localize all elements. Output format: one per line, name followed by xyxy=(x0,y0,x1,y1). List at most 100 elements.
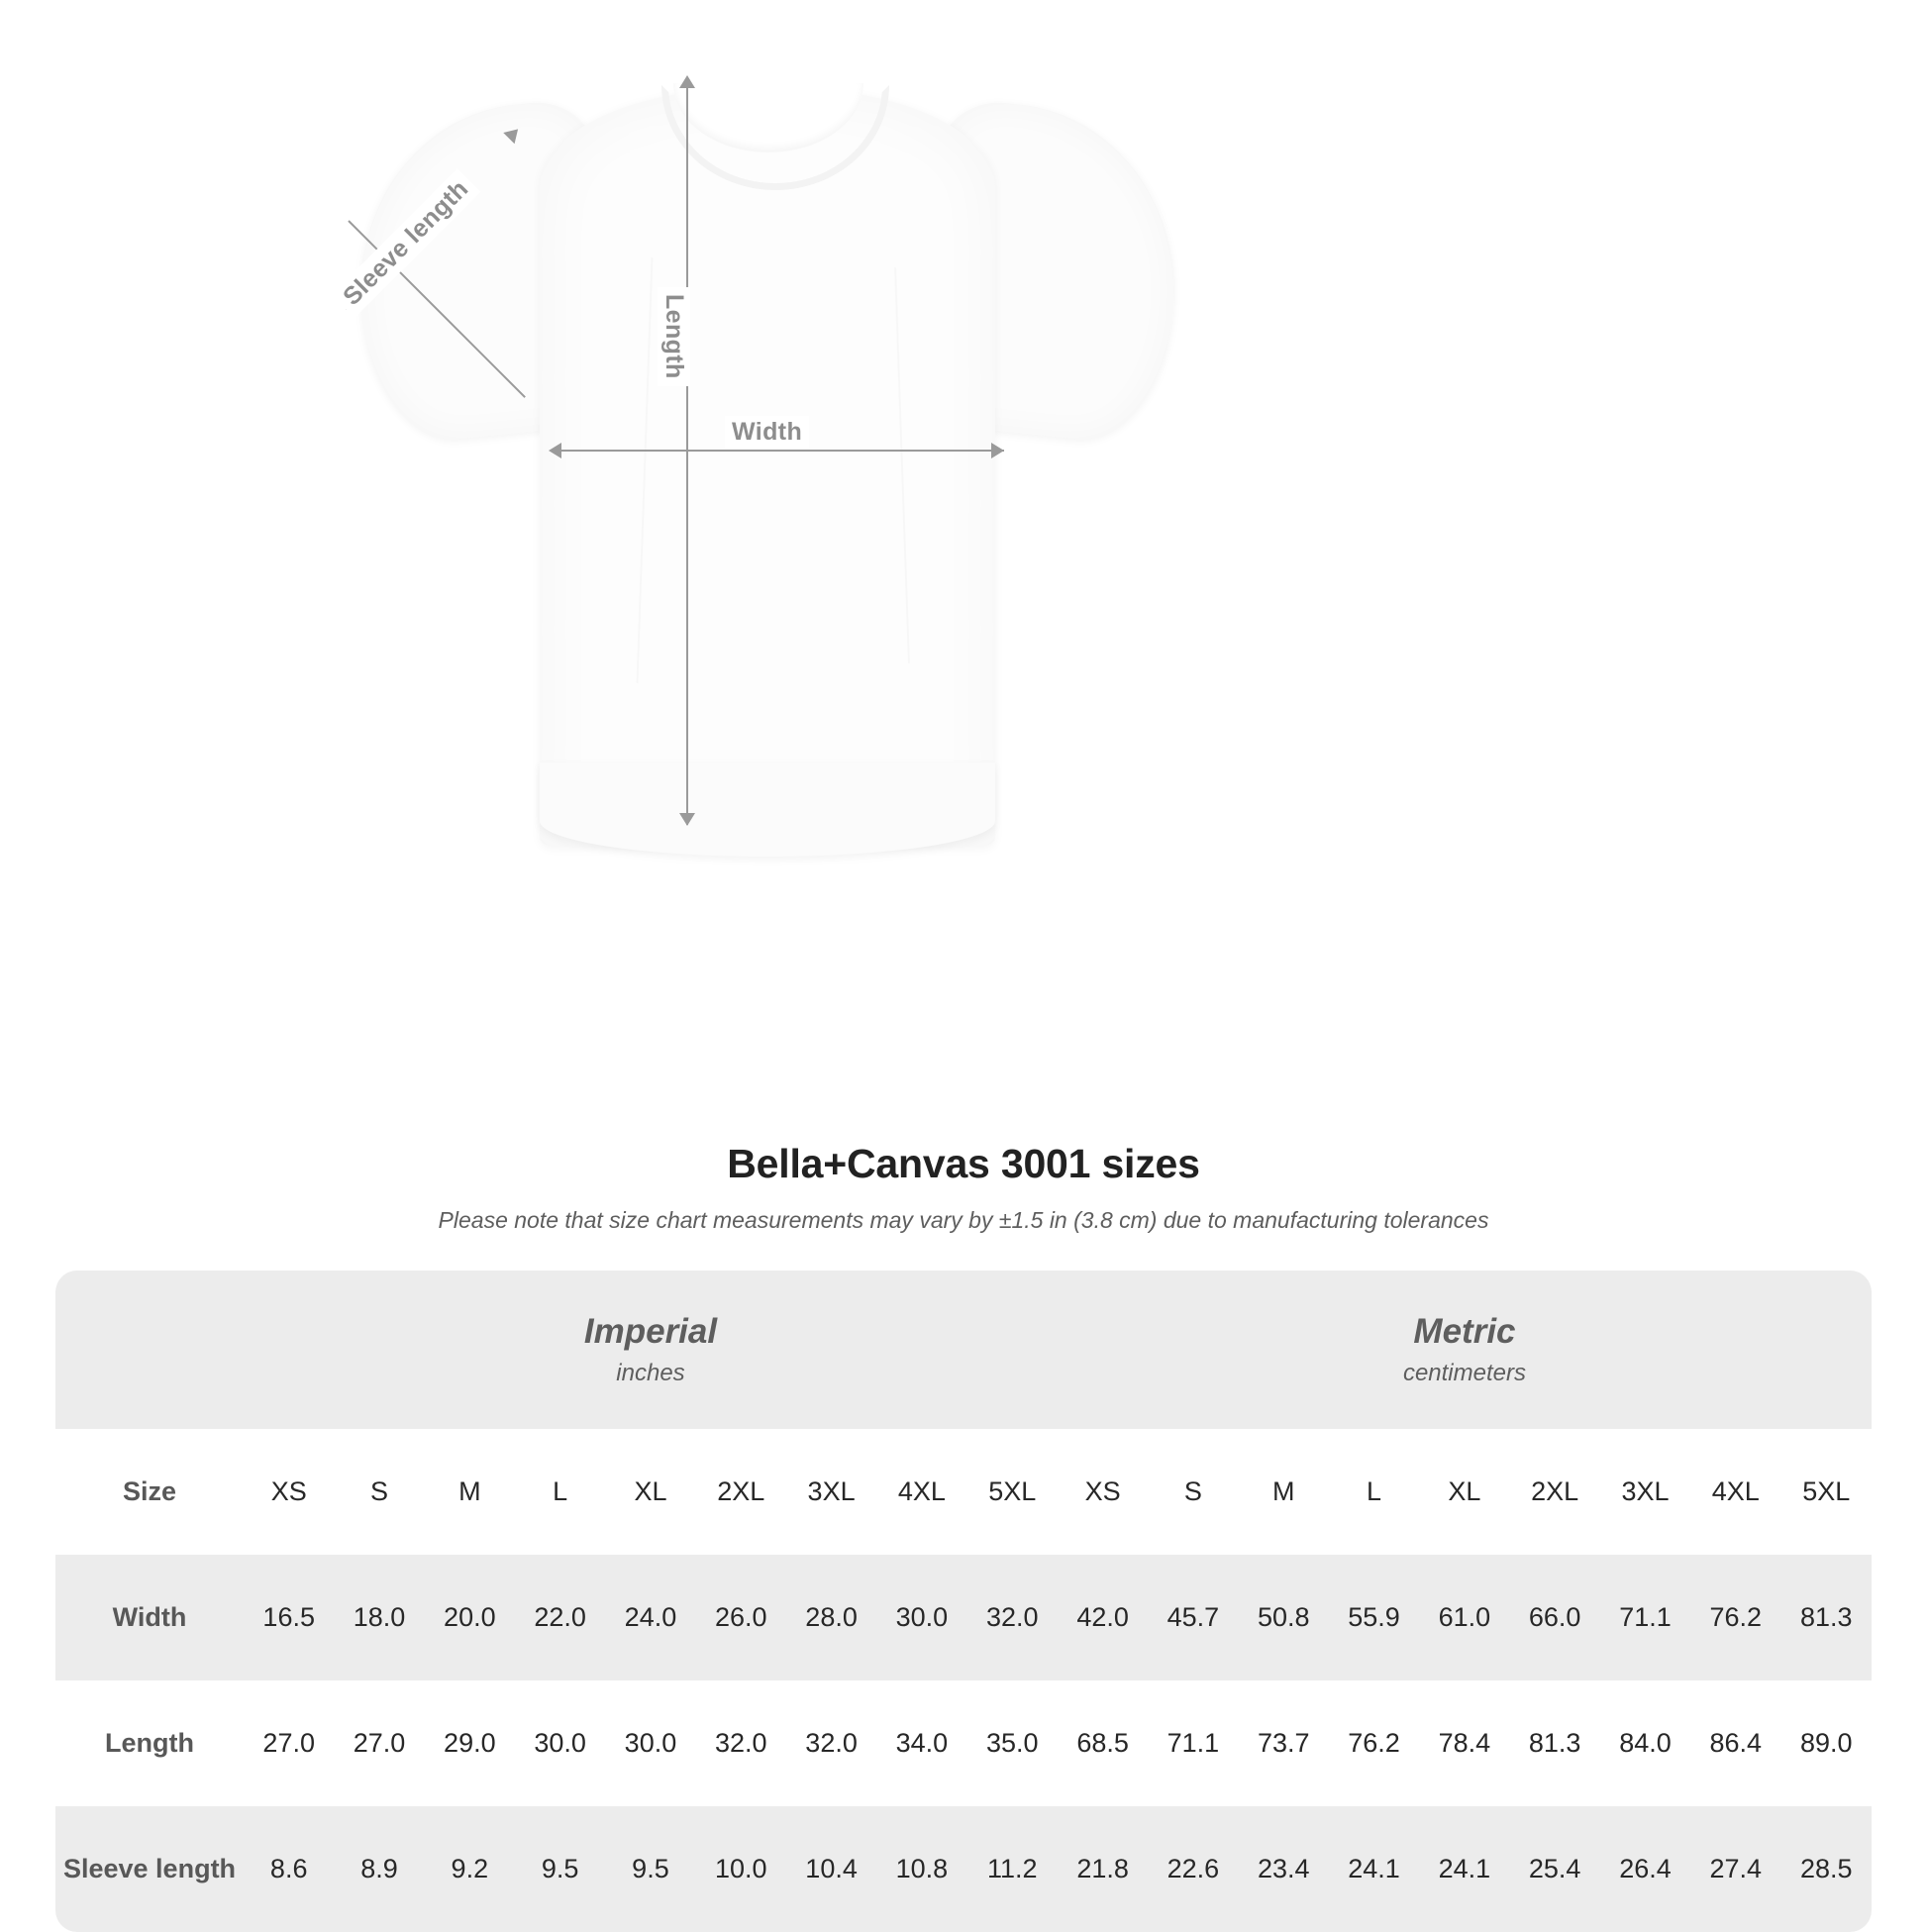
cell-width-metric-xs: 42.0 xyxy=(1057,1555,1149,1680)
shirt-body-shape xyxy=(540,89,995,847)
cell-length-metric-l: 76.2 xyxy=(1328,1680,1420,1806)
cell-width-imperial-2xl: 26.0 xyxy=(695,1555,786,1680)
size-header-metric-xl: XL xyxy=(1419,1429,1510,1555)
cell-sleeve-imperial-2xl: 10.0 xyxy=(695,1806,786,1932)
length-arrow-bottom-icon xyxy=(679,813,695,826)
row-label-sleeve-length: Sleeve length xyxy=(55,1806,245,1932)
cell-width-imperial-4xl: 30.0 xyxy=(876,1555,967,1680)
cell-length-imperial-m: 29.0 xyxy=(424,1680,515,1806)
cell-width-metric-4xl: 76.2 xyxy=(1690,1555,1781,1680)
cell-sleeve-imperial-4xl: 10.8 xyxy=(876,1806,967,1932)
size-header-imperial-m: M xyxy=(424,1429,515,1555)
size-header-imperial-xs: XS xyxy=(244,1429,335,1555)
size-header-imperial-s: S xyxy=(334,1429,425,1555)
table-row: Sleeve length 8.6 8.9 9.2 9.5 9.5 10.0 1… xyxy=(55,1806,1872,1932)
cell-length-imperial-l: 30.0 xyxy=(514,1680,606,1806)
cell-length-imperial-xs: 27.0 xyxy=(244,1680,335,1806)
cell-width-imperial-5xl: 32.0 xyxy=(966,1555,1058,1680)
size-header-label: Size xyxy=(55,1429,245,1555)
size-header-imperial-5xl: 5XL xyxy=(966,1429,1058,1555)
cell-length-metric-m: 73.7 xyxy=(1238,1680,1329,1806)
unit-metric-name: Metric xyxy=(1413,1311,1516,1351)
cell-width-imperial-xs: 16.5 xyxy=(244,1555,335,1680)
size-header-metric-m: M xyxy=(1238,1429,1329,1555)
page-title: Bella+Canvas 3001 sizes xyxy=(727,1141,1200,1186)
unit-metric-sub: centimeters xyxy=(1402,1360,1526,1387)
tolerance-note: Please note that size chart measurements… xyxy=(438,1207,1489,1233)
unit-band-row: Imperial inches Metric centimeters xyxy=(55,1271,1872,1429)
cell-length-imperial-s: 27.0 xyxy=(334,1680,425,1806)
cell-width-imperial-s: 18.0 xyxy=(334,1555,425,1680)
size-header-metric-s: S xyxy=(1148,1429,1239,1555)
width-arrow-right-icon xyxy=(991,443,1004,458)
cell-sleeve-imperial-3xl: 10.4 xyxy=(785,1806,877,1932)
size-header-metric-2xl: 2XL xyxy=(1509,1429,1600,1555)
cell-width-metric-5xl: 81.3 xyxy=(1780,1555,1872,1680)
cell-length-imperial-xl: 30.0 xyxy=(605,1680,696,1806)
cell-length-imperial-5xl: 35.0 xyxy=(966,1680,1058,1806)
cell-sleeve-metric-xs: 21.8 xyxy=(1057,1806,1149,1932)
unit-group-metric: Metric centimeters xyxy=(1057,1271,1872,1429)
length-arrow-top-icon xyxy=(679,75,695,88)
cell-sleeve-metric-2xl: 25.4 xyxy=(1509,1806,1600,1932)
size-header-imperial-l: L xyxy=(514,1429,606,1555)
row-label-width: Width xyxy=(55,1555,245,1680)
cell-width-metric-s: 45.7 xyxy=(1148,1555,1239,1680)
cell-sleeve-metric-m: 23.4 xyxy=(1238,1806,1329,1932)
cell-length-imperial-3xl: 32.0 xyxy=(785,1680,877,1806)
shirt-hem-shape xyxy=(540,763,995,857)
cell-width-imperial-xl: 24.0 xyxy=(605,1555,696,1680)
cell-length-metric-4xl: 86.4 xyxy=(1690,1680,1781,1806)
cell-width-imperial-3xl: 28.0 xyxy=(785,1555,877,1680)
cell-length-metric-xl: 78.4 xyxy=(1419,1680,1510,1806)
cell-length-imperial-2xl: 32.0 xyxy=(695,1680,786,1806)
cell-width-metric-m: 50.8 xyxy=(1238,1555,1329,1680)
cell-length-metric-s: 71.1 xyxy=(1148,1680,1239,1806)
table-row: Length 27.0 27.0 29.0 30.0 30.0 32.0 32.… xyxy=(55,1680,1872,1806)
chart-caption: Bella+Canvas 3001 sizes Please note that… xyxy=(0,1141,1927,1234)
size-header-metric-xs: XS xyxy=(1057,1429,1149,1555)
size-header-metric-3xl: 3XL xyxy=(1599,1429,1691,1555)
row-label-length: Length xyxy=(55,1680,245,1806)
cell-length-metric-2xl: 81.3 xyxy=(1509,1680,1600,1806)
cell-width-metric-2xl: 66.0 xyxy=(1509,1555,1600,1680)
size-header-metric-5xl: 5XL xyxy=(1780,1429,1872,1555)
cell-sleeve-metric-s: 22.6 xyxy=(1148,1806,1239,1932)
size-header-imperial-xl: XL xyxy=(605,1429,696,1555)
cell-sleeve-imperial-s: 8.9 xyxy=(334,1806,425,1932)
garment-illustration: Length Width Sleeve length xyxy=(338,69,1193,857)
cell-width-metric-xl: 61.0 xyxy=(1419,1555,1510,1680)
width-arrow-left-icon xyxy=(549,443,561,458)
unit-imperial-sub: inches xyxy=(616,1360,685,1387)
cell-sleeve-imperial-5xl: 11.2 xyxy=(966,1806,1058,1932)
cell-length-metric-3xl: 84.0 xyxy=(1599,1680,1691,1806)
unit-imperial-name: Imperial xyxy=(583,1311,718,1351)
cell-sleeve-metric-xl: 24.1 xyxy=(1419,1806,1510,1932)
unit-band-spacer xyxy=(55,1271,245,1429)
cell-length-metric-5xl: 89.0 xyxy=(1780,1680,1872,1806)
unit-group-imperial: Imperial inches xyxy=(244,1271,1058,1429)
cell-sleeve-imperial-m: 9.2 xyxy=(424,1806,515,1932)
width-dimension-line xyxy=(560,450,1004,452)
width-label: Width xyxy=(725,416,810,449)
cell-sleeve-metric-5xl: 28.5 xyxy=(1780,1806,1872,1932)
cell-width-metric-3xl: 71.1 xyxy=(1599,1555,1691,1680)
cell-width-imperial-l: 22.0 xyxy=(514,1555,606,1680)
cell-width-metric-l: 55.9 xyxy=(1328,1555,1420,1680)
length-label: Length xyxy=(658,287,690,386)
cell-length-metric-xs: 68.5 xyxy=(1057,1680,1149,1806)
table-row: Width 16.5 18.0 20.0 22.0 24.0 26.0 28.0… xyxy=(55,1555,1872,1680)
cell-width-imperial-m: 20.0 xyxy=(424,1555,515,1680)
cell-sleeve-metric-3xl: 26.4 xyxy=(1599,1806,1691,1932)
size-header-metric-4xl: 4XL xyxy=(1690,1429,1781,1555)
cell-sleeve-metric-4xl: 27.4 xyxy=(1690,1806,1781,1932)
cell-sleeve-metric-l: 24.1 xyxy=(1328,1806,1420,1932)
cell-sleeve-imperial-xs: 8.6 xyxy=(244,1806,335,1932)
length-dimension-line xyxy=(686,87,688,825)
tshirt-graphic xyxy=(342,69,1193,857)
size-header-metric-l: L xyxy=(1328,1429,1420,1555)
size-header-imperial-3xl: 3XL xyxy=(785,1429,877,1555)
size-header-imperial-2xl: 2XL xyxy=(695,1429,786,1555)
cell-sleeve-imperial-xl: 9.5 xyxy=(605,1806,696,1932)
size-header-imperial-4xl: 4XL xyxy=(876,1429,967,1555)
